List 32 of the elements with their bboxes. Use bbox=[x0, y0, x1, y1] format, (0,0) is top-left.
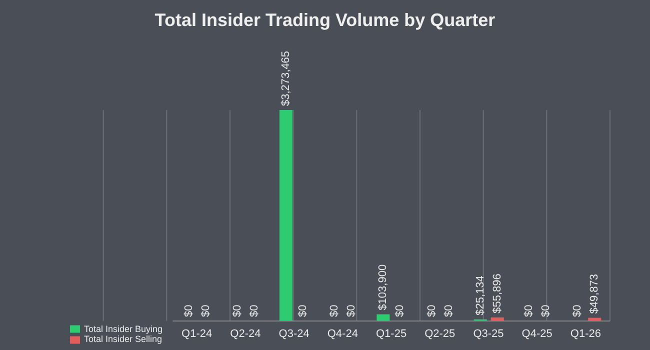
x-tick-label: Q1-24 bbox=[182, 328, 212, 340]
x-tick-label: Q2-24 bbox=[230, 328, 261, 340]
data-label: $0 bbox=[523, 304, 536, 317]
legend-label: Total Insider Buying bbox=[84, 324, 163, 334]
data-label: $55,896 bbox=[491, 274, 504, 314]
data-label: $103,900 bbox=[377, 264, 390, 310]
legend-label: Total Insider Selling bbox=[84, 334, 162, 344]
bar bbox=[376, 314, 390, 321]
data-label: $25,134 bbox=[474, 276, 486, 316]
data-label: $0 bbox=[540, 304, 552, 317]
chart-title: Total Insider Trading Volume by Quarter bbox=[154, 10, 496, 31]
data-label: $0 bbox=[394, 304, 406, 317]
data-label: $3,273,465 bbox=[280, 50, 292, 106]
data-label: $0 bbox=[572, 304, 584, 317]
data-label: $0 bbox=[248, 304, 260, 317]
data-label: $0 bbox=[442, 304, 455, 317]
data-label: $0 bbox=[296, 304, 309, 317]
data-label: $0 bbox=[182, 304, 195, 317]
x-tick-label: Q4-24 bbox=[327, 328, 358, 340]
data-label: $0 bbox=[328, 304, 341, 317]
x-tick-label: Q1-25 bbox=[376, 328, 407, 340]
x-tick-label: Q2-25 bbox=[424, 328, 456, 340]
data-label: $0 bbox=[346, 304, 358, 317]
x-tick-label: Q1-26 bbox=[570, 328, 601, 340]
data-label: $0 bbox=[231, 304, 244, 317]
bar bbox=[279, 110, 292, 321]
data-label: $0 bbox=[200, 304, 212, 317]
x-tick-label: Q4-25 bbox=[522, 328, 552, 340]
data-label: $0 bbox=[426, 304, 438, 317]
data-label: $49,873 bbox=[588, 274, 601, 314]
x-tick-label: Q3-24 bbox=[278, 328, 310, 340]
x-tick-label: Q3-25 bbox=[473, 328, 504, 340]
